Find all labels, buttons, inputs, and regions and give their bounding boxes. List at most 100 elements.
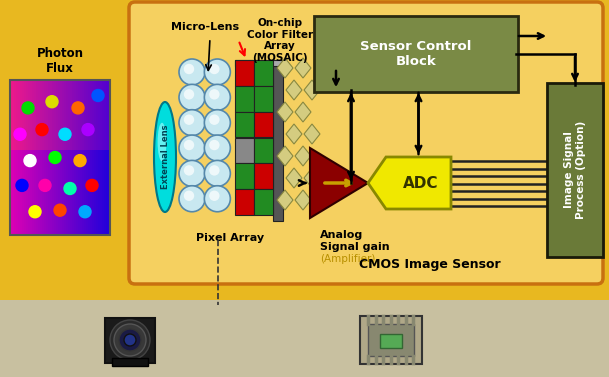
Circle shape	[184, 140, 194, 150]
Bar	[18, 80, 20, 150]
Bar	[32, 80, 34, 235]
Circle shape	[16, 179, 28, 192]
Circle shape	[36, 124, 48, 136]
Circle shape	[82, 124, 94, 136]
Bar	[14, 80, 16, 235]
Bar	[96, 80, 98, 150]
Circle shape	[39, 179, 51, 192]
Bar	[82, 80, 84, 150]
Bar	[12, 80, 14, 150]
Bar	[86, 80, 88, 235]
Text: Image Signal
Process (Option): Image Signal Process (Option)	[564, 121, 586, 219]
Circle shape	[205, 135, 230, 161]
Circle shape	[209, 64, 220, 74]
Bar	[42, 80, 44, 235]
Bar	[74, 80, 76, 235]
Bar	[70, 80, 72, 150]
Bar	[12, 80, 14, 235]
Bar	[0, 300, 609, 377]
FancyBboxPatch shape	[314, 16, 518, 92]
Polygon shape	[295, 190, 311, 210]
Bar	[92, 80, 94, 150]
Bar	[24, 80, 26, 235]
Bar	[10, 80, 12, 150]
Bar	[105, 318, 155, 363]
Bar	[36, 80, 38, 150]
Bar	[86, 80, 88, 150]
Bar	[82, 80, 84, 235]
Circle shape	[184, 190, 194, 201]
Bar	[56, 80, 58, 235]
Circle shape	[205, 59, 230, 85]
Bar	[60, 80, 62, 235]
Bar	[254, 138, 273, 163]
Bar	[368, 324, 414, 356]
Text: External Lens: External Lens	[161, 125, 169, 189]
Bar	[30, 80, 32, 235]
Polygon shape	[277, 102, 293, 122]
Bar	[108, 80, 110, 150]
Bar	[106, 80, 108, 235]
Bar	[16, 80, 18, 150]
Bar	[235, 138, 254, 163]
Bar	[58, 80, 60, 150]
Circle shape	[86, 179, 98, 192]
Bar	[56, 80, 58, 150]
Text: Analog: Analog	[320, 230, 363, 240]
Bar	[96, 80, 98, 235]
Bar	[36, 80, 38, 235]
Bar	[26, 80, 28, 150]
Circle shape	[205, 84, 230, 110]
Bar	[106, 80, 108, 150]
Bar	[66, 80, 68, 150]
Polygon shape	[295, 102, 311, 122]
Bar	[88, 80, 90, 235]
Bar	[20, 80, 22, 150]
Circle shape	[179, 110, 205, 136]
Bar	[72, 80, 74, 150]
Bar	[40, 80, 42, 150]
Ellipse shape	[154, 102, 176, 212]
Circle shape	[22, 102, 34, 114]
Bar	[235, 86, 254, 112]
Bar	[62, 80, 64, 235]
Bar	[104, 80, 106, 150]
Bar	[254, 163, 273, 189]
Bar	[64, 80, 66, 235]
FancyBboxPatch shape	[129, 2, 603, 284]
Polygon shape	[304, 168, 320, 188]
Polygon shape	[304, 80, 320, 100]
Circle shape	[184, 64, 194, 74]
Bar	[16, 80, 18, 235]
Bar	[22, 80, 24, 235]
Bar	[98, 80, 100, 150]
Bar	[235, 60, 254, 86]
Bar	[44, 80, 46, 235]
Polygon shape	[304, 124, 320, 144]
Circle shape	[124, 334, 136, 346]
Circle shape	[209, 115, 220, 125]
Bar	[78, 80, 80, 235]
Polygon shape	[286, 124, 302, 144]
Bar	[20, 80, 22, 235]
Bar	[90, 80, 92, 235]
Bar	[32, 80, 34, 150]
Circle shape	[24, 155, 36, 167]
Bar	[235, 189, 254, 215]
Bar	[76, 80, 78, 235]
Bar	[14, 80, 16, 150]
Text: Signal gain: Signal gain	[320, 242, 390, 252]
Bar	[44, 80, 46, 150]
Text: Sensor Control
Block: Sensor Control Block	[361, 40, 472, 68]
Circle shape	[184, 165, 194, 176]
Bar	[100, 80, 102, 235]
Polygon shape	[286, 80, 302, 100]
Bar	[34, 80, 36, 235]
Text: (Amplifier): (Amplifier)	[320, 254, 375, 264]
Bar	[52, 80, 54, 150]
Circle shape	[179, 59, 205, 85]
Circle shape	[179, 135, 205, 161]
Bar	[72, 80, 74, 235]
Circle shape	[205, 160, 230, 186]
Bar	[102, 80, 104, 150]
